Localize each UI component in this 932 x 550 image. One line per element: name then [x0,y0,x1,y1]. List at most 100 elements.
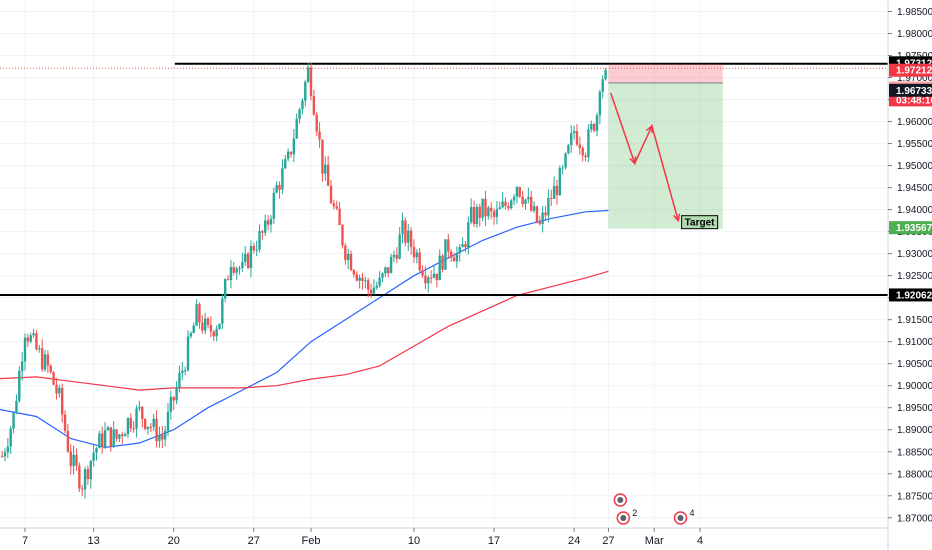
x-axis: 7 13 20 27 Feb 10 17 24 27 Mar 4 [0,527,888,547]
candle-body [23,337,27,362]
candle-body [429,277,433,279]
y-axis: 1.87000 1.87500 1.88000 1.88500 1.89000 1.895… [887,0,932,550]
candle-body [169,396,173,412]
candle-body [161,435,164,440]
candle-body [272,192,276,219]
x-tick-label: 17 [488,535,500,547]
y-tick-label: 1.98000 [897,29,932,40]
candle-body [352,270,356,275]
candle-body [489,207,493,212]
candle-body [567,145,570,154]
candle-body [178,373,181,388]
candle-body [83,469,87,490]
candle-body [312,95,316,115]
candle-body [550,198,553,200]
target-zone[interactable] [608,82,723,229]
candle-body [95,448,98,453]
candle-body [12,412,15,429]
candle-body [421,270,424,276]
candle-body [29,335,32,342]
y-tick-label: 1.90500 [897,359,932,370]
candle-body [515,187,519,197]
candle-body [118,434,121,439]
countdown-badge: 03:48:16 [896,95,932,106]
candle-body [595,115,599,131]
candle-body [141,406,144,419]
candle-body [375,285,378,288]
event-icon-dot [620,515,627,521]
candle-body [475,206,479,225]
target-label: Target [685,218,715,229]
y-tick-label: 1.92500 [897,271,932,282]
y-tick-label: 1.97000 [897,73,932,84]
candle-body [20,361,24,372]
event-icon-dot [677,515,684,521]
candle-body [367,280,370,290]
candle-body [358,277,361,281]
candle-body [309,67,313,96]
candle-body [101,433,104,447]
candle-body [315,114,318,132]
candle-body [498,207,501,210]
candle-body [404,220,407,243]
candle-body [183,370,187,372]
event-count: 2 [632,508,637,518]
candle-body [46,354,50,366]
projection-arrowhead [646,124,653,133]
candle-body [361,277,364,282]
candle-body [292,138,296,155]
x-tick-label: Feb [302,535,321,547]
candle-body [58,387,61,394]
y-tick-label: 1.91000 [897,337,932,348]
moving-average-line [0,209,609,449]
candle-body [447,239,450,252]
candle-body [512,196,516,201]
candle-body [547,198,550,216]
candle-body [289,151,293,155]
candle-body [530,196,533,211]
candle-body [501,201,504,208]
candle-body [449,251,453,258]
candle-body [198,304,201,323]
candle-body [49,365,52,373]
candle-body [89,460,92,480]
candle-body [427,277,430,284]
candle-body [72,454,75,467]
y-tick-label: 1.88500 [897,447,932,458]
candle-body [69,451,72,467]
candle-body [149,426,153,428]
candle-body [492,211,496,217]
price-badge-secondary: 1.96733 [896,86,932,97]
price-badge-current: 1.97212 [896,66,932,77]
candle-body [561,167,564,169]
candle-body [158,435,161,442]
candle-body [355,274,358,281]
candle-body [318,131,321,140]
short-position-tool[interactable]: Target [608,63,723,230]
candle-body [163,430,167,440]
candle-body [0,456,4,458]
candle-body [26,337,30,342]
candle-body [304,81,307,101]
candle-body [206,318,210,325]
event-count: 4 [690,508,695,518]
y-tick-label: 1.87000 [897,513,932,524]
stop-zone[interactable] [608,63,723,83]
candle-body [564,153,567,168]
candle-body [364,280,367,282]
candle-body [584,155,587,158]
candle-body [135,408,138,429]
y-tick-label: 1.95500 [897,139,932,150]
candle-body [435,273,439,281]
candle-body [378,277,381,286]
candle-body [215,329,218,337]
candle-body [112,429,115,447]
candle-body [238,268,241,270]
candle-body [464,244,467,248]
candle-body [432,273,436,278]
candle-body [407,230,410,243]
projection-arrowhead [673,213,681,223]
candle-body [146,426,150,429]
